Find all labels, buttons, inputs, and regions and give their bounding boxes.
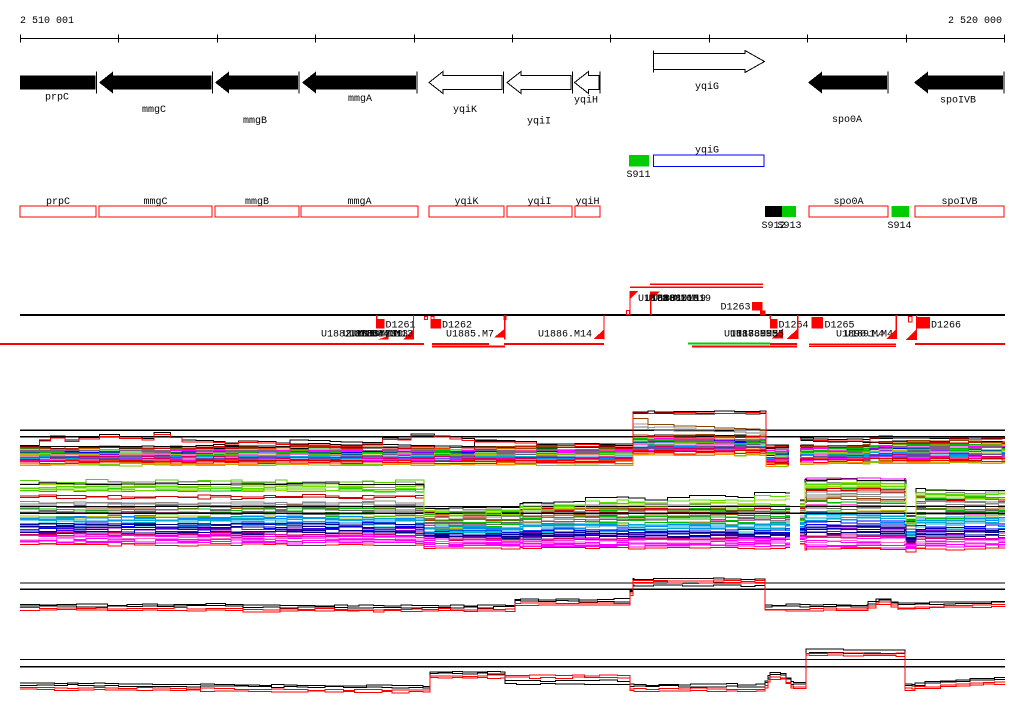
svg-text:U1889.M5: U1889.M5 bbox=[736, 330, 784, 341]
svg-text:U1878.M16: U1878.M16 bbox=[638, 294, 692, 305]
svg-text:U1884.M13: U1884.M13 bbox=[359, 330, 413, 341]
svg-text:U1890.M4: U1890.M4 bbox=[836, 330, 884, 341]
svg-text:yqiH: yqiH bbox=[575, 196, 599, 208]
svg-text:U1883.M13: U1883.M13 bbox=[343, 330, 397, 341]
svg-text:spoIVB: spoIVB bbox=[940, 96, 976, 107]
svg-text:mmgB: mmgB bbox=[245, 197, 269, 208]
svg-text:U1880.M19: U1880.M19 bbox=[657, 294, 711, 305]
svg-text:D1264: D1264 bbox=[779, 321, 809, 332]
svg-text:2 510 001: 2 510 001 bbox=[20, 16, 74, 27]
svg-text:spo0A: spo0A bbox=[833, 197, 863, 208]
svg-text:D1263: D1263 bbox=[721, 303, 751, 314]
svg-text:U1885.M7: U1885.M7 bbox=[446, 330, 494, 341]
svg-text:yqiG: yqiG bbox=[695, 145, 719, 157]
svg-text:prpC: prpC bbox=[45, 93, 69, 104]
svg-text:U1883.M10: U1883.M10 bbox=[349, 330, 403, 341]
svg-text:U1882.M13: U1882.M13 bbox=[321, 330, 375, 341]
svg-text:yqiI: yqiI bbox=[527, 116, 551, 128]
svg-text:mmgB: mmgB bbox=[243, 116, 267, 127]
svg-text:mmgA: mmgA bbox=[348, 94, 372, 105]
svg-text:mmgC: mmgC bbox=[142, 105, 166, 116]
svg-text:D1265: D1265 bbox=[825, 321, 855, 332]
svg-text:U1884.M13: U1884.M13 bbox=[354, 330, 408, 341]
svg-text:S913: S913 bbox=[777, 221, 801, 232]
svg-text:D1261: D1261 bbox=[386, 321, 416, 332]
svg-text:U1886.M14: U1886.M14 bbox=[538, 330, 592, 341]
svg-text:S911: S911 bbox=[626, 170, 650, 181]
svg-text:yqiK: yqiK bbox=[454, 196, 478, 208]
svg-text:mmgC: mmgC bbox=[143, 197, 167, 208]
svg-text:2 520 000: 2 520 000 bbox=[948, 16, 1002, 27]
svg-text:yqiG: yqiG bbox=[695, 81, 719, 93]
svg-text:yqiK: yqiK bbox=[453, 104, 477, 116]
svg-text:U1887.M9: U1887.M9 bbox=[724, 330, 772, 341]
svg-text:D1262: D1262 bbox=[442, 321, 472, 332]
svg-text:spoIVB: spoIVB bbox=[941, 197, 977, 208]
svg-text:spo0A: spo0A bbox=[832, 115, 862, 126]
svg-text:S914: S914 bbox=[887, 221, 911, 232]
svg-text:U1888.M5: U1888.M5 bbox=[730, 330, 778, 341]
svg-text:U1880.M16: U1880.M16 bbox=[645, 294, 699, 305]
svg-text:S912: S912 bbox=[761, 221, 785, 232]
svg-text:yqiH: yqiH bbox=[574, 95, 598, 107]
svg-text:mmgA: mmgA bbox=[347, 197, 371, 208]
svg-text:yqiI: yqiI bbox=[527, 196, 551, 208]
svg-text:U1891.M4: U1891.M4 bbox=[845, 330, 893, 341]
svg-text:U1881.M19: U1881.M19 bbox=[652, 294, 706, 305]
svg-text:prpC: prpC bbox=[46, 197, 70, 208]
svg-text:D1266: D1266 bbox=[931, 321, 961, 332]
